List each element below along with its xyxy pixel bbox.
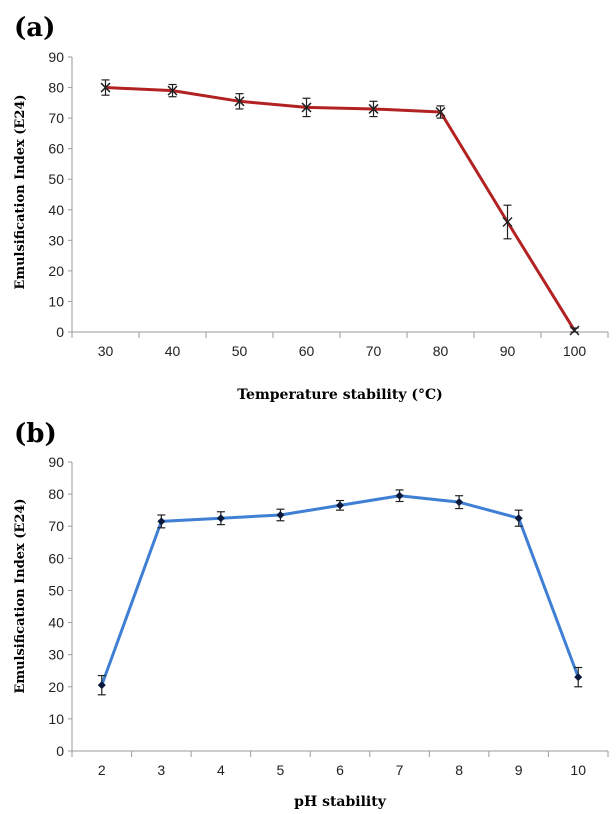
data-point xyxy=(276,510,285,519)
data-point-stroke xyxy=(167,85,178,96)
x-tick-label: 80 xyxy=(433,343,449,359)
x-tick-label: 40 xyxy=(165,343,181,359)
data-point xyxy=(167,85,178,96)
panel-a-label: (a) xyxy=(14,13,55,43)
y-tick-label: 20 xyxy=(48,263,64,279)
data-point xyxy=(502,216,513,228)
panel-a-series xyxy=(100,79,580,336)
panel-b-axes xyxy=(68,461,609,757)
data-point xyxy=(514,514,523,523)
data-point xyxy=(234,96,245,107)
y-tick-label: 30 xyxy=(48,647,64,663)
x-tick-label: 6 xyxy=(336,762,344,778)
data-point xyxy=(368,103,379,114)
data-point xyxy=(100,82,111,93)
y-tick-label: 20 xyxy=(48,679,64,695)
data-point xyxy=(455,498,464,507)
data-point-stroke xyxy=(234,96,245,107)
x-tick-label: 100 xyxy=(563,343,587,359)
data-point xyxy=(395,491,404,500)
y-tick-label: 50 xyxy=(48,171,64,187)
y-tick-label: 50 xyxy=(48,582,64,598)
panel-b-label: (b) xyxy=(14,419,57,449)
y-tick-label: 10 xyxy=(48,293,64,309)
x-tick-label: 50 xyxy=(232,343,248,359)
y-tick-label: 0 xyxy=(56,743,64,759)
x-tick-label: 8 xyxy=(455,762,463,778)
data-point-stroke xyxy=(569,325,580,336)
data-point xyxy=(569,325,580,336)
chart-panel-b: (b) Emulsification Index (E24) pH stabil… xyxy=(13,419,609,810)
y-tick-label: 60 xyxy=(48,550,64,566)
x-tick-label: 5 xyxy=(277,762,285,778)
data-point xyxy=(157,517,166,526)
x-tick-label: 30 xyxy=(98,343,114,359)
panel-b-series xyxy=(97,489,583,696)
y-tick-label: 70 xyxy=(48,110,64,126)
data-point xyxy=(97,681,106,690)
x-tick-label: 7 xyxy=(396,762,404,778)
data-point-stroke xyxy=(368,103,379,114)
y-tick-label: 40 xyxy=(48,202,64,218)
data-point xyxy=(574,673,583,682)
series-line xyxy=(105,86,576,332)
y-tick-label: 40 xyxy=(48,615,64,631)
data-point-stroke xyxy=(301,102,312,113)
data-point-stroke xyxy=(502,216,513,228)
panel-b-x-axis-label: pH stability xyxy=(294,794,387,810)
y-tick-label: 0 xyxy=(56,324,64,340)
chart-panel-a: (a) Emulsification Index (E24) Temperatu… xyxy=(13,13,609,403)
x-tick-label: 70 xyxy=(366,343,382,359)
x-tick-label: 10 xyxy=(570,762,586,778)
y-tick-label: 90 xyxy=(48,49,64,65)
data-point xyxy=(336,501,344,510)
x-tick-label: 60 xyxy=(299,343,315,359)
y-tick-label: 60 xyxy=(48,141,64,157)
x-tick-label: 9 xyxy=(515,762,523,778)
data-point-stroke xyxy=(435,106,446,118)
data-point-stroke xyxy=(100,82,111,93)
data-point xyxy=(301,102,312,113)
series-line xyxy=(100,494,580,686)
x-tick-label: 4 xyxy=(217,762,225,778)
x-tick-label: 2 xyxy=(98,762,106,778)
y-tick-label: 80 xyxy=(48,80,64,96)
x-tick-label: 3 xyxy=(157,762,165,778)
panel-b-tick-labels: 0 10 20 30 40 50 60 70 80 90 2 3 4 5 6 7 8 9 10 xyxy=(48,454,586,778)
data-point xyxy=(435,106,446,118)
panel-a-y-axis-label: Emulsification Index (E24) xyxy=(13,94,28,289)
y-tick-label: 80 xyxy=(48,486,64,502)
panel-a-axes xyxy=(68,56,609,338)
panel-a-tick-labels: 0 10 20 30 40 50 60 70 80 90 30 40 50 60 70 80 90 100 xyxy=(48,49,586,359)
y-tick-label: 90 xyxy=(48,454,64,470)
data-point xyxy=(216,514,225,523)
panel-a-x-axis-label: Temperature stability (°C) xyxy=(237,387,443,403)
y-tick-label: 70 xyxy=(48,518,64,534)
panel-b-y-axis-label: Emulsification Index (E24) xyxy=(13,498,28,693)
x-tick-label: 90 xyxy=(500,343,516,359)
y-tick-label: 10 xyxy=(48,711,64,727)
y-tick-label: 30 xyxy=(48,232,64,248)
